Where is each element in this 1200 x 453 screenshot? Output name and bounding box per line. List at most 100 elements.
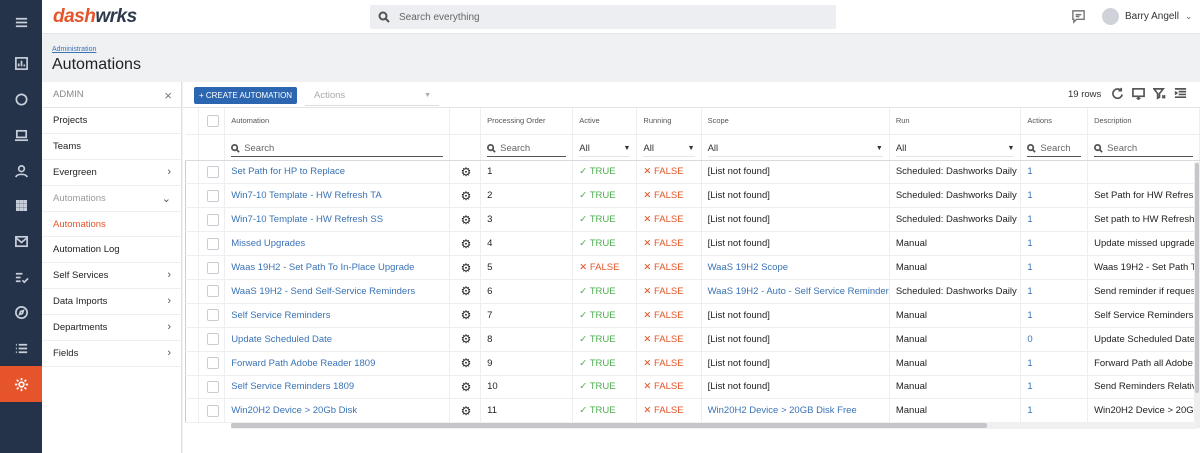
table-row[interactable]: Win20H2 Device > 20Gb Disk ⚙ 11 ✓ TRUE ✕ FAL… <box>185 398 1200 424</box>
row-handle[interactable] <box>185 207 199 233</box>
table-row[interactable]: WaaS 19H2 - Send Self-Service Reminders ⚙… <box>185 279 1200 304</box>
table-row[interactable]: Win7-10 Template - HW Refresh TA ⚙ 2 ✓ TRUE… <box>185 183 1200 209</box>
actions-count-link[interactable]: 1 <box>1027 405 1033 417</box>
settings-icon[interactable] <box>0 366 42 402</box>
actions-count-link[interactable]: 1 <box>1027 238 1033 250</box>
user-menu[interactable]: Barry Angell ⌄ <box>1102 8 1192 25</box>
row-handle[interactable] <box>185 351 199 376</box>
row-handle[interactable] <box>185 375 199 400</box>
apps-icon[interactable] <box>0 187 42 223</box>
sidebar-item-fields[interactable]: Fields › <box>42 341 181 367</box>
row-checkbox[interactable] <box>206 309 219 322</box>
sidebar-item-data-imports[interactable]: Data Imports › <box>42 289 181 316</box>
automation-name-link[interactable]: Win7-10 Template - HW Refresh SS <box>231 214 384 226</box>
scope-value[interactable]: WaaS 19H2 - Auto - Self Service Reminder <box>707 285 889 297</box>
mail-icon[interactable] <box>0 223 42 259</box>
description-filter-input[interactable]: Search <box>1094 140 1193 157</box>
col-active[interactable]: Active <box>572 108 638 135</box>
row-checkbox[interactable] <box>206 357 219 370</box>
automation-name-link[interactable]: Update Scheduled Date <box>231 333 333 345</box>
table-row[interactable]: Self Service Reminders ⚙ 7 ✓ TRUE ✕ FALSE [Li… <box>185 303 1200 328</box>
users-icon[interactable] <box>0 153 42 189</box>
global-search-input[interactable]: Search everything <box>370 5 836 29</box>
row-handle[interactable] <box>185 279 199 304</box>
list-icon[interactable] <box>0 330 42 366</box>
automation-name-link[interactable]: Win7-10 Template - HW Refresh TA <box>231 190 382 202</box>
table-row[interactable]: Set Path for HP to Replace ⚙ 1 ✓ TRUE ✕ FALS… <box>185 160 1200 185</box>
row-handle[interactable] <box>185 398 199 424</box>
row-checkbox[interactable] <box>206 285 219 298</box>
breadcrumb[interactable]: Administration <box>52 46 97 53</box>
projects-icon[interactable] <box>0 81 42 117</box>
devices-icon[interactable] <box>0 117 42 153</box>
table-row[interactable]: Missed Upgrades ⚙ 4 ✓ TRUE ✕ FALSE [List not … <box>185 231 1200 257</box>
row-handle[interactable] <box>185 327 199 352</box>
row-handle[interactable] <box>185 255 199 280</box>
gear-icon[interactable]: ⚙ <box>460 236 472 251</box>
menu-icon[interactable] <box>0 4 42 40</box>
row-checkbox[interactable] <box>206 404 219 417</box>
row-checkbox[interactable] <box>206 237 219 250</box>
columns-icon[interactable] <box>1174 87 1187 103</box>
automation-name-link[interactable]: Self Service Reminders <box>231 309 331 321</box>
dashboard-icon[interactable] <box>0 45 42 81</box>
row-handle[interactable] <box>185 183 199 209</box>
order-filter-input[interactable]: Search <box>487 140 567 157</box>
row-handle[interactable] <box>185 231 199 257</box>
sidebar-item-self-services[interactable]: Self Services › <box>42 263 181 290</box>
vertical-scrollbar[interactable] <box>1194 162 1200 428</box>
col-actions[interactable]: Actions <box>1020 108 1089 135</box>
sidebar-item-automations[interactable]: Automations <box>42 212 181 238</box>
automation-name-link[interactable]: Forward Path Adobe Reader 1809 <box>231 357 376 369</box>
sidebar-item-departments[interactable]: Departments › <box>42 315 181 342</box>
row-checkbox[interactable] <box>206 333 219 346</box>
automation-name-link[interactable]: WaaS 19H2 - Send Self-Service Reminders <box>231 285 416 297</box>
gear-icon[interactable]: ⚙ <box>460 379 472 394</box>
run-filter-select[interactable]: All ▼ <box>895 140 1015 157</box>
compass-icon[interactable] <box>0 294 42 330</box>
actions-count-link[interactable]: 1 <box>1027 166 1033 178</box>
row-checkbox[interactable] <box>206 213 219 226</box>
refresh-icon[interactable] <box>1111 87 1124 103</box>
chat-icon[interactable] <box>1071 9 1086 27</box>
actions-filter-input[interactable]: Search <box>1027 140 1082 157</box>
actions-count-link[interactable]: 1 <box>1027 214 1033 226</box>
row-checkbox[interactable] <box>206 261 219 274</box>
table-row[interactable]: Forward Path Adobe Reader 1809 ⚙ 9 ✓ TRUE ✕ … <box>185 351 1200 376</box>
actions-count-link[interactable]: 0 <box>1027 333 1033 345</box>
active-filter-select[interactable]: All ▼ <box>579 140 631 157</box>
actions-count-link[interactable]: 1 <box>1027 262 1033 273</box>
actions-count-link[interactable]: 1 <box>1027 357 1033 369</box>
running-filter-select[interactable]: All ▼ <box>643 140 695 157</box>
col-processing-order[interactable]: Processing Order <box>480 108 574 135</box>
row-handle[interactable] <box>185 160 199 185</box>
scope-filter-select[interactable]: All ▼ <box>707 140 883 157</box>
col-run[interactable]: Run <box>889 108 1022 135</box>
actions-count-link[interactable]: 1 <box>1027 190 1033 202</box>
sidebar-item-projects[interactable]: Projects <box>42 108 181 134</box>
col-running[interactable]: Running <box>636 108 702 135</box>
row-checkbox[interactable] <box>206 165 219 178</box>
gear-icon[interactable]: ⚙ <box>460 356 472 371</box>
table-row[interactable]: Self Service Reminders 1809 ⚙ 10 ✓ TRUE ✕ FA… <box>185 375 1200 400</box>
create-automation-button[interactable]: + CREATE AUTOMATION <box>194 87 297 104</box>
automation-filter-input[interactable]: Search <box>231 140 443 157</box>
actions-count-link[interactable]: 1 <box>1027 309 1033 321</box>
gear-icon[interactable]: ⚙ <box>460 332 472 347</box>
row-checkbox[interactable] <box>206 380 219 393</box>
sidebar-item-automation-log[interactable]: Automation Log <box>42 237 181 264</box>
tasks-icon[interactable] <box>0 259 42 295</box>
app-logo[interactable]: dashwrks <box>53 6 137 27</box>
sidebar-item-evergreen[interactable]: Evergreen › <box>42 160 181 186</box>
automation-name-link[interactable]: Set Path for HP to Replace <box>231 166 346 178</box>
row-handle[interactable] <box>185 303 199 328</box>
actions-count-link[interactable]: 1 <box>1027 381 1033 393</box>
close-icon[interactable]: × <box>164 88 172 103</box>
gear-icon[interactable]: ⚙ <box>460 403 472 418</box>
automation-name-link[interactable]: Win20H2 Device > 20Gb Disk <box>231 405 358 417</box>
automation-name-link[interactable]: Missed Upgrades <box>231 238 306 250</box>
sidebar-item-automations-group[interactable]: Automations ⌄ <box>42 186 181 212</box>
sidebar-item-teams[interactable]: Teams <box>42 134 181 160</box>
gear-icon[interactable]: ⚙ <box>460 212 472 227</box>
actions-count-link[interactable]: 1 <box>1027 285 1033 297</box>
